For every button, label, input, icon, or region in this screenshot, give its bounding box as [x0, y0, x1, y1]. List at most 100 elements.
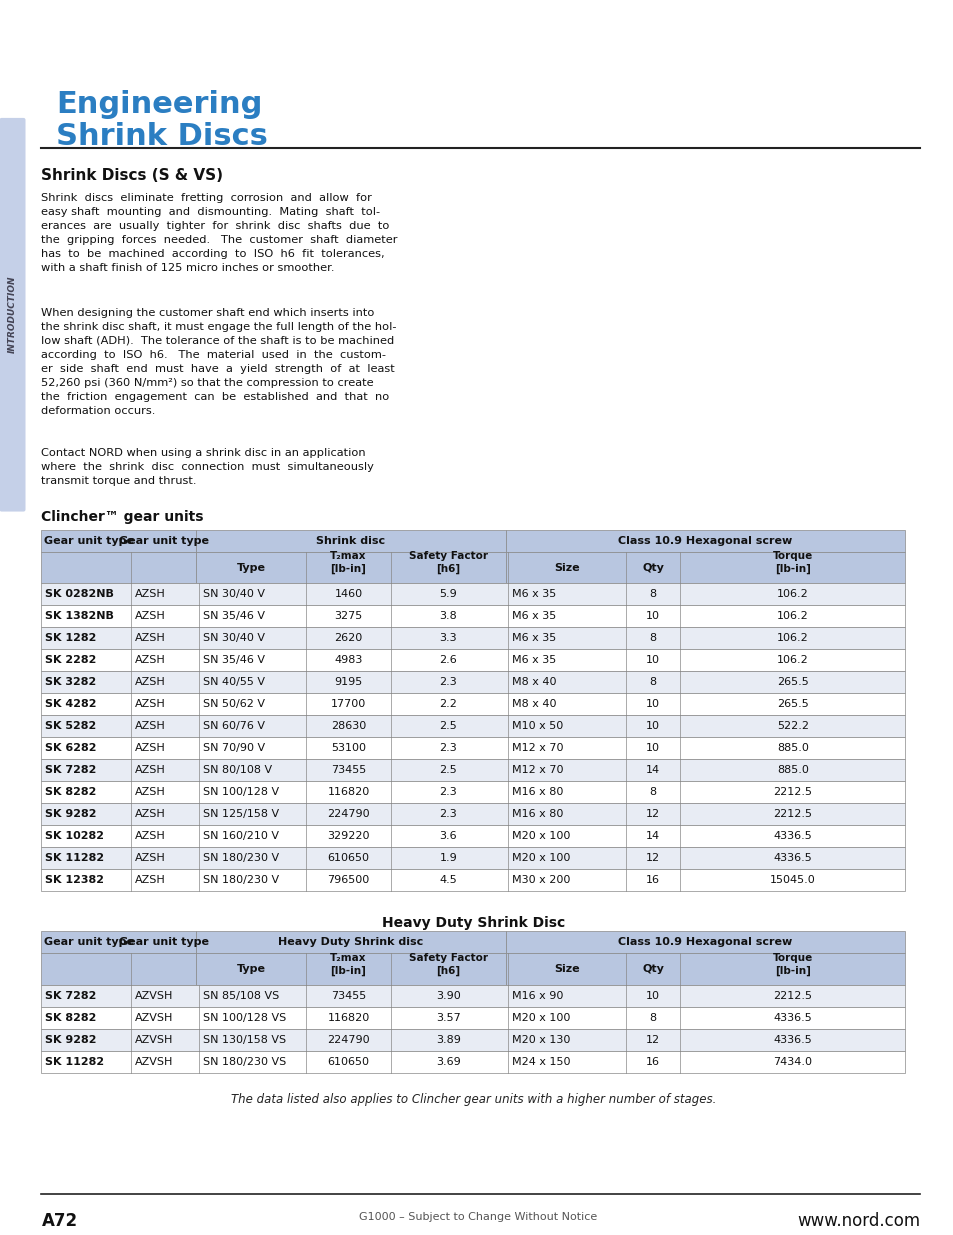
- Text: A72: A72: [41, 1212, 77, 1230]
- Text: SN 180/230 V: SN 180/230 V: [203, 876, 279, 885]
- Text: 3.8: 3.8: [439, 611, 456, 621]
- Text: SK 8282: SK 8282: [46, 1013, 97, 1023]
- Text: Engineering: Engineering: [56, 90, 263, 119]
- Text: 8: 8: [649, 589, 656, 599]
- Text: AZVSH: AZVSH: [135, 1013, 173, 1023]
- Text: Heavy Duty Shrink disc: Heavy Duty Shrink disc: [278, 937, 423, 947]
- Text: 10: 10: [645, 743, 659, 753]
- Bar: [41, 605, 904, 627]
- Text: 116820: 116820: [327, 788, 369, 798]
- Text: SK 9282: SK 9282: [46, 1035, 97, 1045]
- Text: SK 10282: SK 10282: [46, 831, 105, 841]
- Text: 10: 10: [645, 992, 659, 1002]
- Text: 610650: 610650: [327, 853, 369, 863]
- Bar: [41, 672, 904, 693]
- Text: 2.3: 2.3: [439, 678, 456, 688]
- Text: 4983: 4983: [334, 656, 362, 666]
- Text: AZVSH: AZVSH: [135, 1057, 173, 1067]
- Text: AZSH: AZSH: [135, 589, 166, 599]
- Text: 4336.5: 4336.5: [773, 853, 811, 863]
- Text: 610650: 610650: [327, 1057, 369, 1067]
- Text: SN 180/230 V: SN 180/230 V: [203, 853, 279, 863]
- Text: The data listed also applies to Clincher gear units with a higher number of stag: The data listed also applies to Clincher…: [231, 1093, 715, 1107]
- Text: SN 35/46 V: SN 35/46 V: [203, 611, 265, 621]
- Text: 106.2: 106.2: [776, 589, 808, 599]
- Text: M6 x 35: M6 x 35: [511, 589, 556, 599]
- Text: SN 40/55 V: SN 40/55 V: [203, 678, 265, 688]
- Text: Shrink  discs  eliminate  fretting  corrosion  and  allow  for
easy shaft  mount: Shrink discs eliminate fretting corrosio…: [41, 193, 397, 273]
- Text: SK 6282: SK 6282: [46, 743, 97, 753]
- Text: AZSH: AZSH: [135, 743, 166, 753]
- Bar: [41, 552, 196, 583]
- Text: 2212.5: 2212.5: [773, 788, 811, 798]
- Text: 796500: 796500: [327, 876, 369, 885]
- Text: SN 50/62 V: SN 50/62 V: [203, 699, 265, 709]
- Text: 3.3: 3.3: [439, 634, 456, 643]
- FancyBboxPatch shape: [0, 117, 26, 511]
- Text: 4336.5: 4336.5: [773, 831, 811, 841]
- Text: Gear unit type: Gear unit type: [119, 937, 209, 947]
- Text: AZSH: AZSH: [135, 831, 166, 841]
- Text: 885.0: 885.0: [776, 743, 808, 753]
- Text: SN 70/90 V: SN 70/90 V: [203, 743, 265, 753]
- Text: SK 7282: SK 7282: [46, 992, 97, 1002]
- Text: 28630: 28630: [331, 721, 366, 731]
- Text: M16 x 80: M16 x 80: [511, 809, 562, 819]
- Text: 2212.5: 2212.5: [773, 992, 811, 1002]
- Text: SK 12382: SK 12382: [46, 876, 105, 885]
- Text: SK 2282: SK 2282: [46, 656, 97, 666]
- Text: 4336.5: 4336.5: [773, 1035, 811, 1045]
- Text: SN 30/40 V: SN 30/40 V: [203, 589, 265, 599]
- Text: AZVSH: AZVSH: [135, 992, 173, 1002]
- Text: Shrink disc: Shrink disc: [316, 536, 385, 546]
- Text: 3.90: 3.90: [436, 992, 460, 1002]
- Text: 106.2: 106.2: [776, 634, 808, 643]
- Text: SN 30/40 V: SN 30/40 V: [203, 634, 265, 643]
- Text: G1000 – Subject to Change Without Notice: G1000 – Subject to Change Without Notice: [358, 1212, 597, 1221]
- Text: 15045.0: 15045.0: [769, 876, 815, 885]
- Text: Gear unit type: Gear unit type: [119, 536, 209, 546]
- Text: AZSH: AZSH: [135, 788, 166, 798]
- Text: M12 x 70: M12 x 70: [511, 743, 562, 753]
- Text: Clincher™ gear units: Clincher™ gear units: [41, 510, 204, 524]
- Text: INTRODUCTION: INTRODUCTION: [8, 275, 17, 353]
- Text: SK 1282: SK 1282: [46, 634, 97, 643]
- Text: SK 7282: SK 7282: [46, 766, 97, 776]
- Text: AZSH: AZSH: [135, 766, 166, 776]
- Text: 3.89: 3.89: [436, 1035, 460, 1045]
- Text: 265.5: 265.5: [776, 699, 808, 709]
- Text: M24 x 150: M24 x 150: [511, 1057, 570, 1067]
- Text: SK 1382NB: SK 1382NB: [46, 611, 114, 621]
- Text: Contact NORD when using a shrink disc in an application
where  the  shrink  disc: Contact NORD when using a shrink disc in…: [41, 447, 374, 485]
- Text: SN 100/128 V: SN 100/128 V: [203, 788, 279, 798]
- Text: 2212.5: 2212.5: [773, 809, 811, 819]
- Bar: [505, 953, 904, 986]
- Text: SK 11282: SK 11282: [46, 1057, 105, 1067]
- Text: SK 9282: SK 9282: [46, 809, 97, 819]
- Text: 1.9: 1.9: [439, 853, 456, 863]
- Text: M20 x 100: M20 x 100: [511, 1013, 570, 1023]
- Text: 2.6: 2.6: [439, 656, 456, 666]
- Text: T₂max
[lb-in]: T₂max [lb-in]: [330, 953, 366, 976]
- Text: M8 x 40: M8 x 40: [511, 699, 556, 709]
- Text: 7434.0: 7434.0: [773, 1057, 811, 1067]
- Bar: [196, 552, 505, 583]
- Text: Torque
[lb-in]: Torque [lb-in]: [772, 551, 812, 574]
- Bar: [41, 693, 904, 715]
- Text: 2.3: 2.3: [439, 743, 456, 753]
- Bar: [41, 953, 196, 986]
- Text: 2.2: 2.2: [439, 699, 456, 709]
- Bar: [41, 650, 904, 672]
- Text: 10: 10: [645, 721, 659, 731]
- Text: 3.69: 3.69: [436, 1057, 460, 1067]
- Text: www.nord.com: www.nord.com: [796, 1212, 919, 1230]
- Text: Qty: Qty: [641, 562, 663, 573]
- Text: 8: 8: [649, 634, 656, 643]
- Text: 73455: 73455: [331, 992, 366, 1002]
- Text: M20 x 100: M20 x 100: [511, 831, 570, 841]
- Text: M6 x 35: M6 x 35: [511, 656, 556, 666]
- Bar: [41, 869, 904, 892]
- Text: AZSH: AZSH: [135, 634, 166, 643]
- Text: 885.0: 885.0: [776, 766, 808, 776]
- Text: SN 60/76 V: SN 60/76 V: [203, 721, 265, 731]
